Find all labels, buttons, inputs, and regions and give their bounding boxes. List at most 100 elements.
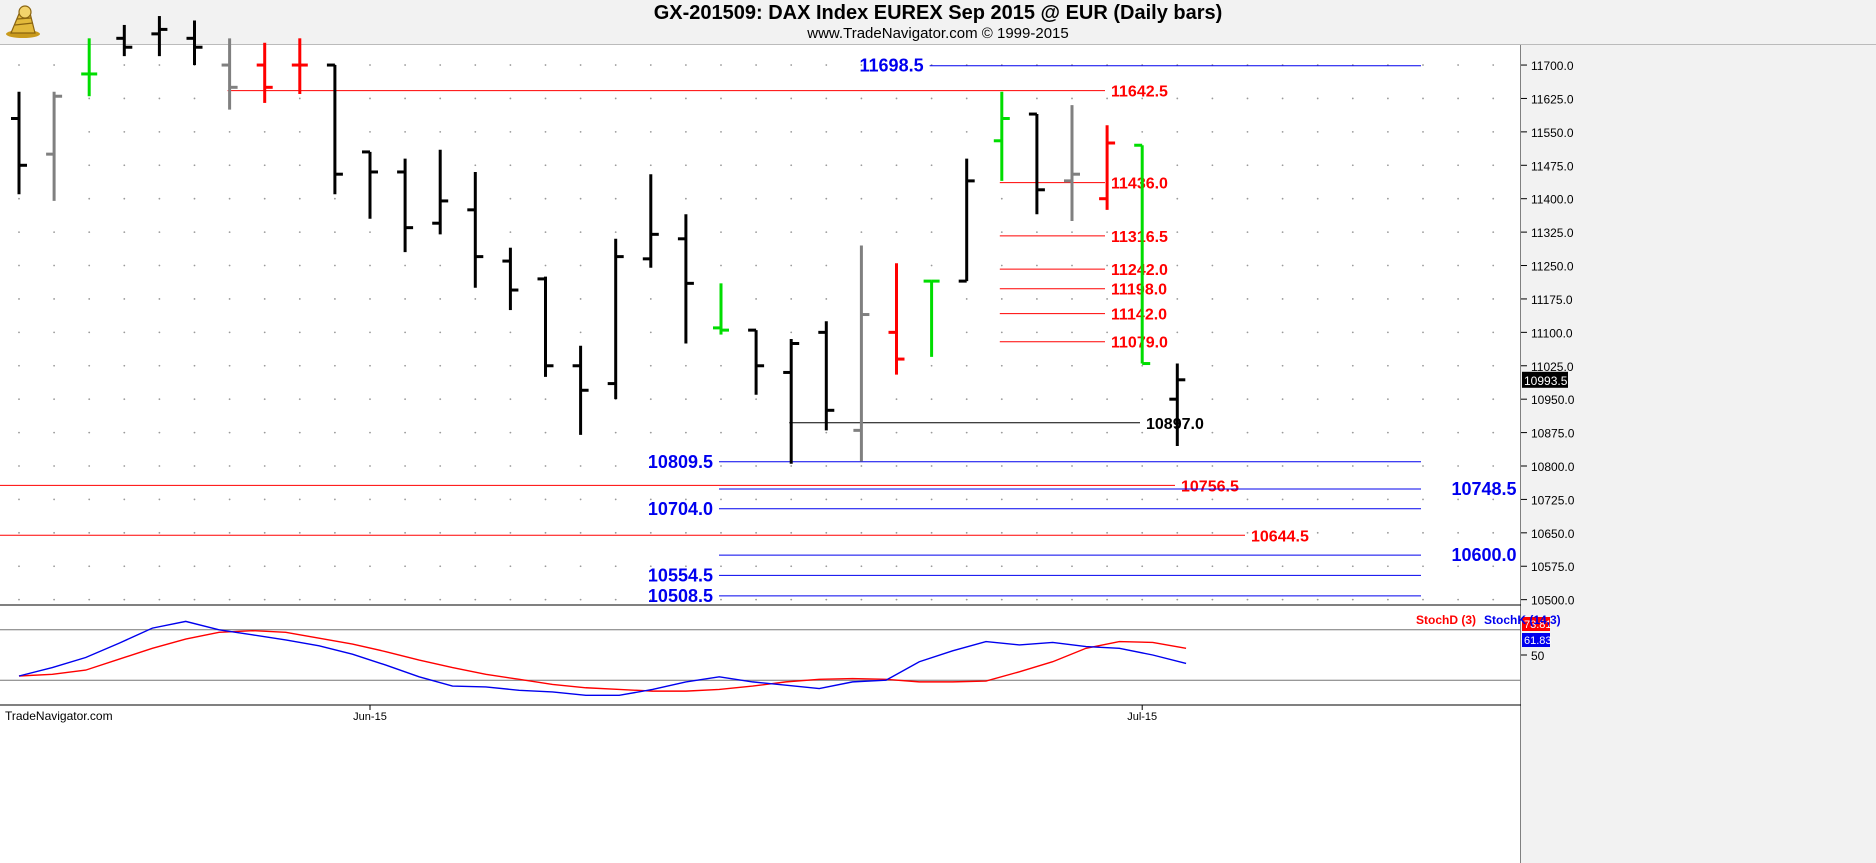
level-label: 10644.5: [1251, 528, 1309, 545]
grid-dot: [614, 64, 617, 66]
grid-dot: [1281, 364, 1284, 367]
grid-dot: [1457, 331, 1459, 334]
grid-dot: [334, 565, 336, 568]
ohlc-bar: [748, 328, 765, 395]
grid-dot: [1176, 331, 1179, 334]
grid-dot: [158, 264, 161, 267]
grid-dot: [1316, 197, 1319, 200]
grid-dot: [298, 531, 301, 534]
grid-dot: [404, 598, 406, 601]
level-label: 10600.0: [1451, 545, 1516, 565]
grid-dot: [298, 398, 301, 401]
last-price-box: [1522, 371, 1568, 388]
grid-dot: [298, 164, 301, 167]
ohlc-bar: [607, 238, 624, 400]
grid-dot: [930, 565, 933, 568]
grid-dot: [1176, 197, 1179, 200]
grid-dot: [263, 565, 266, 568]
grid-dot: [298, 231, 301, 234]
grid-dot: [720, 264, 722, 267]
grid-dot: [720, 531, 722, 534]
axis-background: [1521, 45, 1876, 863]
ohlc-bar: [958, 158, 975, 283]
grid-dot: [1106, 398, 1108, 401]
ohlc-bar: [11, 91, 27, 195]
grid-dot: [298, 298, 301, 300]
grid-dot: [509, 331, 512, 334]
grid-dot: [1036, 231, 1038, 234]
grid-dot: [298, 331, 301, 334]
grid-dot: [1387, 431, 1389, 434]
grid-dot: [649, 130, 652, 133]
grid-dot: [123, 598, 126, 601]
grid-dot: [1246, 130, 1249, 133]
grid-dot: [1211, 498, 1214, 501]
grid-dot: [895, 431, 898, 434]
grid-dot: [1141, 531, 1144, 534]
grid-dot: [1422, 465, 1424, 467]
grid-dot: [369, 64, 371, 66]
grid-dot: [18, 598, 20, 601]
level-label: 11642.5: [1111, 84, 1168, 101]
grid-dot: [369, 231, 371, 234]
grid-dot: [614, 130, 617, 133]
grid-dot: [1422, 197, 1424, 200]
grid-dot: [1246, 331, 1249, 334]
grid-dot: [193, 331, 196, 334]
grid-dot: [1106, 565, 1108, 568]
stoch-y-tick-label: 50: [1531, 649, 1545, 663]
grid-dot: [930, 97, 933, 100]
grid-dot: [1211, 465, 1214, 467]
ohlc-bar: [1099, 125, 1116, 210]
grid-dot: [1457, 598, 1459, 601]
grid-dot: [825, 130, 828, 133]
grid-dot: [18, 197, 20, 200]
grid-dot: [123, 197, 126, 200]
grid-dot: [755, 197, 757, 200]
grid-dot: [298, 565, 301, 568]
ohlc-bar: [467, 171, 484, 288]
grid-dot: [1281, 298, 1284, 300]
stoch-legend-d: StochD (3): [1416, 613, 1476, 627]
grid-dot: [1387, 364, 1389, 367]
grid-dot: [509, 531, 512, 534]
grid-dot: [1351, 130, 1354, 133]
grid-dot: [860, 164, 863, 167]
grid-dot: [509, 565, 512, 568]
grid-dot: [1211, 598, 1214, 601]
level-label: 11079.0: [1111, 335, 1168, 352]
level-label: 10897.0: [1146, 416, 1204, 433]
grid-dot: [614, 565, 617, 568]
grid-dot: [439, 130, 442, 133]
y-tick-label: 11475.0: [1531, 159, 1574, 173]
grid-dot: [439, 298, 442, 300]
grid-dot: [474, 364, 477, 367]
grid-dot: [509, 164, 512, 167]
grid-dot: [509, 64, 512, 66]
grid-dot: [193, 565, 196, 568]
grid-dot: [439, 398, 442, 401]
grid-dot: [755, 64, 757, 66]
grid-dot: [579, 231, 582, 234]
grid-dot: [755, 398, 757, 401]
grid-dot: [1281, 231, 1284, 234]
grid-dot: [439, 97, 442, 100]
grid-dot: [685, 97, 687, 100]
grid-dot: [193, 498, 196, 501]
grid-dot: [720, 130, 722, 133]
grid-dot: [1422, 431, 1424, 434]
grid-dot: [930, 130, 933, 133]
grid-dot: [53, 398, 55, 401]
grid-dot: [404, 97, 406, 100]
stoch-last-value-box: [1522, 617, 1550, 631]
grid-dot: [404, 130, 406, 133]
grid-dot: [53, 598, 55, 601]
grid-dot: [1387, 531, 1389, 534]
grid-dot: [404, 364, 406, 367]
grid-dot: [1387, 231, 1389, 234]
grid-dot: [790, 97, 793, 100]
grid-dot: [965, 331, 968, 334]
grid-dot: [263, 531, 266, 534]
grid-dot: [965, 431, 968, 434]
grid-dot: [53, 531, 55, 534]
